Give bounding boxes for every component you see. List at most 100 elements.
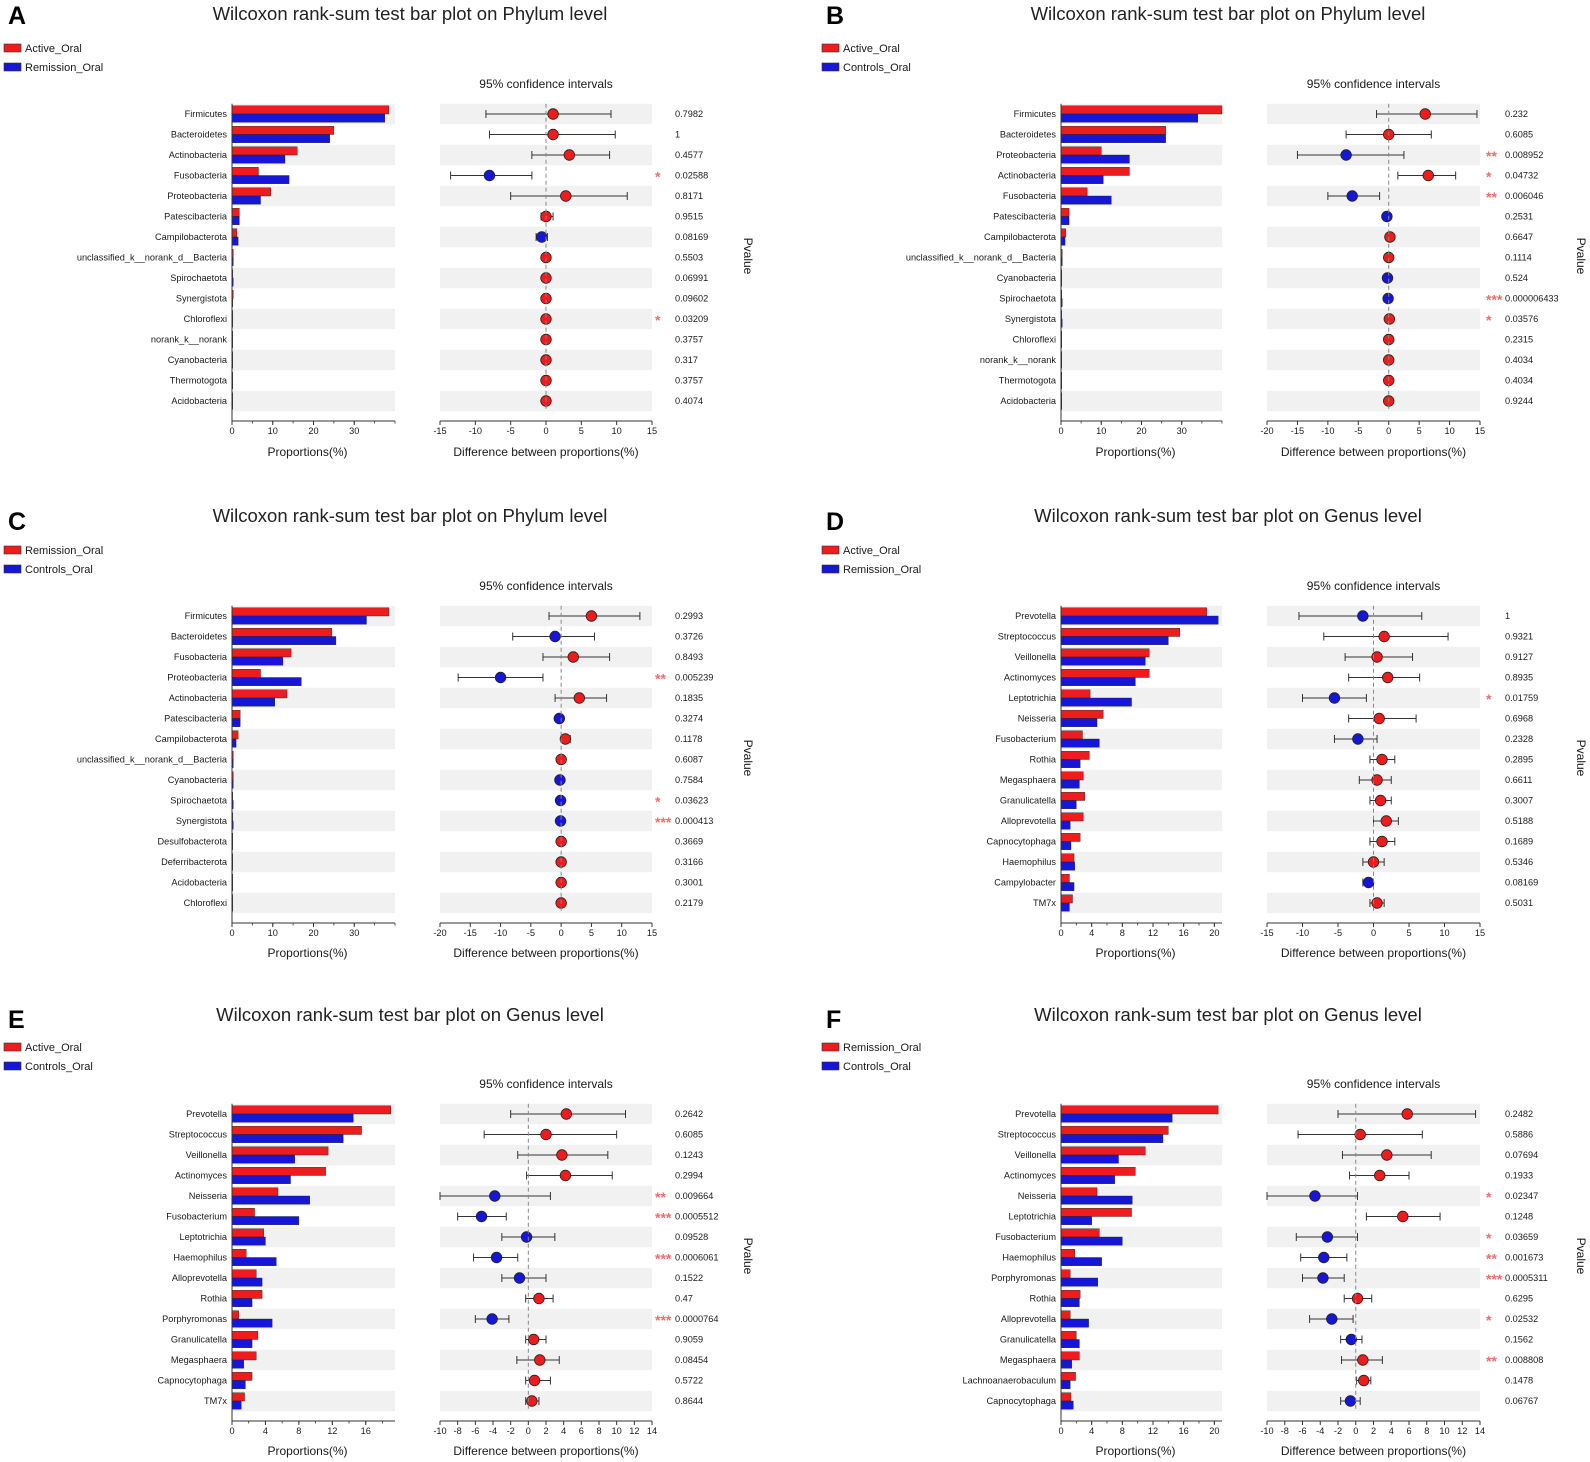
- panel-letter: F: [826, 1006, 841, 1034]
- tick-label: 4: [1089, 928, 1094, 938]
- diff-point: [1374, 1169, 1386, 1182]
- stripe: [1061, 226, 1222, 248]
- diff-point: [1381, 210, 1393, 223]
- stripe: [1267, 1308, 1480, 1330]
- diff-point: [1381, 1149, 1393, 1161]
- pvalue: 1: [675, 130, 680, 140]
- tick-label: 20: [1209, 1426, 1219, 1436]
- tick-label: -5: [1334, 928, 1342, 938]
- panel-title: Wilcoxon rank-sum test bar plot on Genus…: [1034, 505, 1422, 526]
- pvalue: 0.09528: [675, 1232, 708, 1242]
- bar-group1: [231, 1146, 329, 1156]
- pvalue: 0.07694: [1505, 1150, 1538, 1160]
- legend-swatch: [821, 1042, 840, 1052]
- bar-group2: [1060, 1400, 1074, 1410]
- taxon-label: Firmicutes: [185, 611, 228, 621]
- significance-stars: *: [655, 169, 661, 185]
- diff-point: [559, 1169, 572, 1182]
- bar-group2: [1060, 236, 1066, 246]
- bar-group1: [231, 1351, 257, 1361]
- diff-point: [528, 1374, 541, 1387]
- bar-group1: [1060, 228, 1067, 238]
- diff-point: [1362, 876, 1375, 889]
- bar-group1: [231, 1269, 257, 1279]
- significance-stars: *: [1486, 169, 1492, 185]
- pvalue: 0.2994: [675, 1171, 703, 1181]
- significance-stars: ***: [655, 1210, 672, 1226]
- panel-f: F Wilcoxon rank-sum test bar plot on Genu…: [821, 1004, 1588, 1458]
- bar-group2: [231, 1175, 291, 1184]
- pvalue: 0.8935: [1505, 673, 1533, 683]
- tick-label: -10: [469, 426, 482, 436]
- bar-group1: [231, 730, 239, 740]
- bar-group2: [231, 1380, 246, 1389]
- bar-group1: [1060, 812, 1084, 822]
- taxon-label: Bacteroidetes: [171, 130, 228, 140]
- bar-group2: [231, 697, 275, 707]
- tick-label: 10: [1439, 1426, 1449, 1436]
- bar-group1: [231, 1105, 392, 1115]
- diff-point: [1422, 169, 1434, 182]
- legend-swatch: [3, 43, 22, 53]
- bar-group1: [1060, 648, 1150, 658]
- taxon-label: Actinomyces: [1004, 1171, 1056, 1181]
- tick-label: 4: [1389, 1426, 1394, 1436]
- diff-point: [1383, 313, 1396, 325]
- diff-point: [1321, 1231, 1334, 1243]
- significance-stars: **: [1486, 1353, 1497, 1369]
- legend-item: Controls_Oral: [821, 1061, 911, 1073]
- tick-label: 0: [526, 1426, 531, 1436]
- diff-point: [490, 1251, 503, 1264]
- taxon-label: Granulicatella: [1000, 1335, 1057, 1345]
- pvalue: 0.317: [675, 355, 698, 365]
- pvalue: 0.09602: [675, 294, 708, 304]
- bar-group1: [1060, 1310, 1071, 1320]
- bar-group1: [1060, 187, 1088, 197]
- diff-point: [1371, 774, 1383, 786]
- taxon-label: Thermotogota: [170, 376, 228, 386]
- legend-swatch: [821, 62, 840, 72]
- taxon-label: Acidobacteria: [1000, 396, 1057, 406]
- stripe: [232, 390, 395, 412]
- diff-point: [585, 610, 598, 622]
- taxon-label: Granulicatella: [171, 1335, 228, 1345]
- pvalue-axis-title: Pvalue: [741, 238, 755, 275]
- bar-group2: [231, 1113, 354, 1123]
- bar-group2: [1060, 677, 1136, 686]
- bar-group2: [1060, 861, 1076, 871]
- significance-stars: *: [1486, 1230, 1492, 1246]
- pvalue: 0.03623: [675, 796, 708, 806]
- bar-group1: [231, 1372, 253, 1381]
- bar-group2: [231, 1195, 310, 1205]
- taxon-label: Haemophilus: [1002, 857, 1056, 867]
- taxon-label: Fusobacterium: [995, 1232, 1056, 1242]
- bar-group2: [1060, 1359, 1072, 1369]
- taxon-label: Fusobacterium: [166, 1212, 227, 1222]
- taxon-label: Actinomyces: [175, 1171, 227, 1181]
- significance-stars: **: [655, 1189, 666, 1205]
- tick-label: 8: [596, 1426, 601, 1436]
- legend-swatch: [3, 564, 22, 574]
- diff-point: [1317, 1272, 1329, 1284]
- legend-label: Controls_Oral: [25, 564, 93, 576]
- legend-label: Active_Oral: [843, 43, 900, 55]
- pvalue-axis-title: Pvalue: [1574, 740, 1588, 777]
- stripe: [1267, 226, 1480, 248]
- bar-group2: [231, 134, 331, 143]
- diff-point: [1326, 1313, 1338, 1325]
- ci-axis-title: Difference between proportions(%): [1281, 445, 1466, 459]
- taxon-label: Neisseria: [189, 1191, 228, 1201]
- bar-group1: [1060, 894, 1073, 904]
- taxon-label: unclassified_k__norank_d__Bacteria: [906, 253, 1057, 263]
- bar-group2: [231, 718, 241, 727]
- taxon-label: Cyanobacteria: [168, 775, 228, 785]
- bar-group1: [1060, 1372, 1076, 1381]
- tick-label: 0: [1371, 928, 1376, 938]
- taxon-label: Granulicatella: [1000, 796, 1057, 806]
- bar-group1: [1060, 1351, 1080, 1361]
- taxon-label: Prevotella: [1015, 1109, 1057, 1119]
- stripe: [1061, 308, 1222, 330]
- diff-point: [1419, 108, 1431, 120]
- legend-swatch: [3, 545, 22, 555]
- bar-group1: [231, 1392, 245, 1402]
